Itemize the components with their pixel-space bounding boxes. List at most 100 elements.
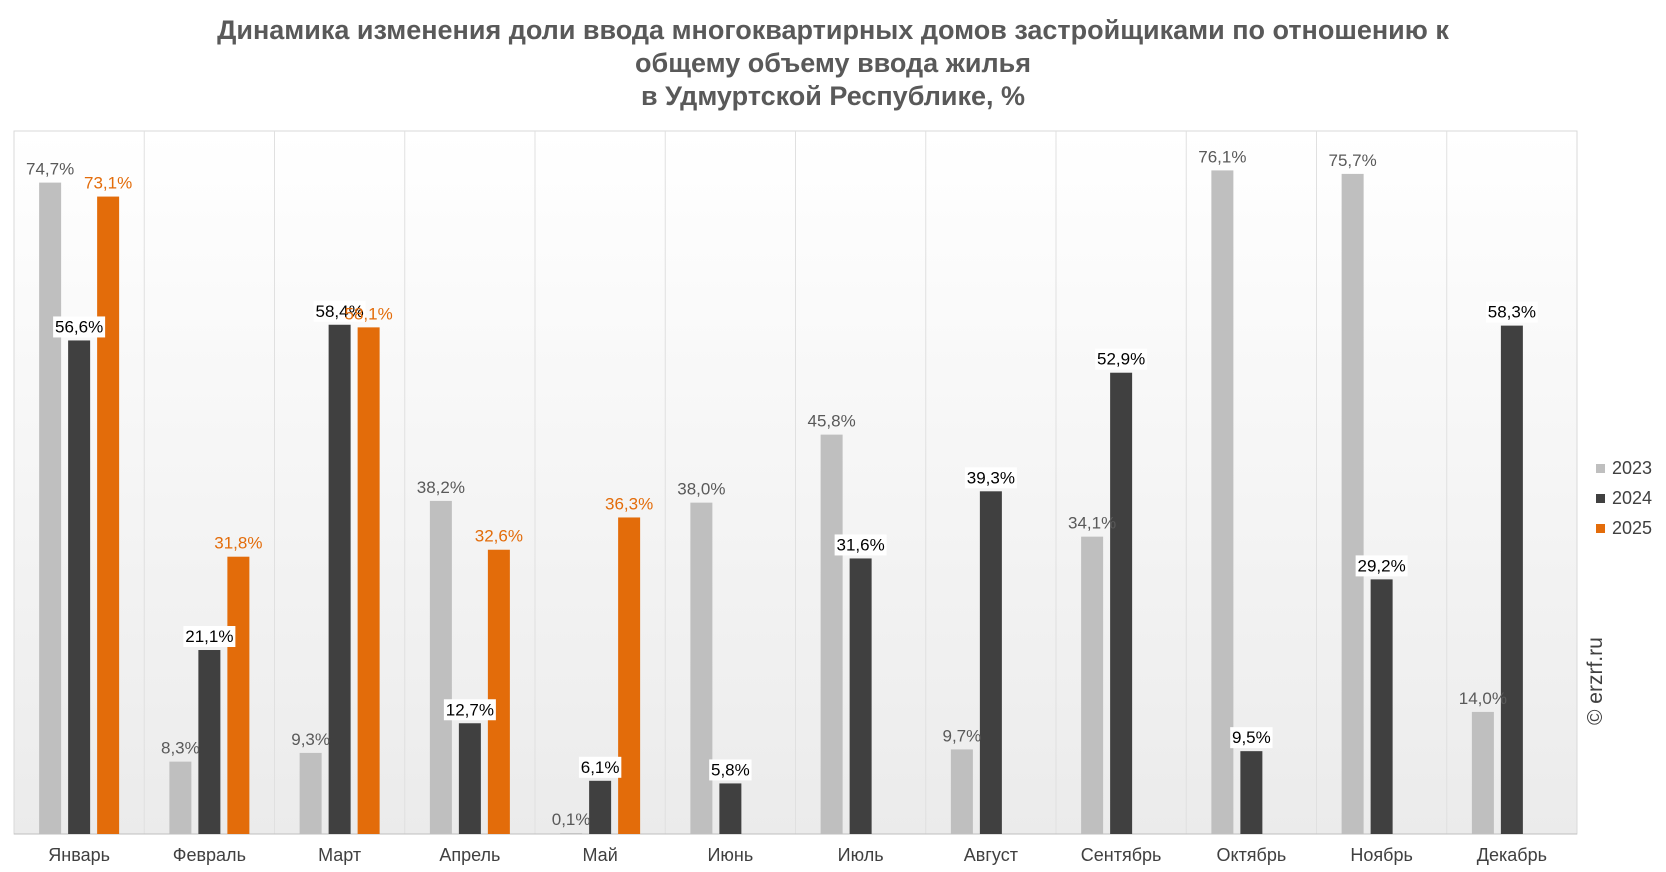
data-label: 74,7% [26,160,74,179]
bar-2024-4 [589,780,612,834]
bar-2023-4 [560,833,583,834]
data-label: 76,1% [1198,147,1246,166]
x-tick-label: Февраль [173,845,246,865]
data-label: 9,7% [943,726,982,745]
legend: 2023 2024 2025 [1596,453,1652,543]
data-label: 9,3% [291,730,330,749]
bar-2024-5 [719,783,742,834]
bar-2025-2 [357,327,380,834]
data-label: 32,6% [475,527,523,546]
bar-2025-4 [618,517,641,834]
data-label: 9,5% [1232,728,1271,747]
bar-2024-0 [68,340,91,834]
data-label: 5,8% [711,760,750,779]
data-label: 34,1% [1068,514,1116,533]
legend-item-2023: 2023 [1596,453,1652,483]
data-label: 39,3% [967,468,1015,487]
data-label: 73,1% [84,174,132,193]
x-tick-label: Декабрь [1477,845,1547,865]
data-label-bg [964,467,1017,489]
x-tick-label: Август [964,845,1018,865]
bar-2024-8 [1110,372,1133,834]
data-label: 31,8% [214,534,262,553]
data-label-bg [53,316,106,338]
bar-2023-2 [299,752,322,834]
data-label-bg [1230,727,1273,749]
bar-2023-10 [1341,173,1364,834]
data-label-bg [834,534,887,556]
data-label-bg [578,756,622,778]
bar-2023-7 [950,749,973,834]
data-label: 75,7% [1329,151,1377,170]
data-label: 21,1% [185,627,233,646]
data-label: 38,2% [417,478,465,497]
x-tick-label: Сентябрь [1081,845,1162,865]
bar-2023-11 [1471,711,1494,834]
bar-2023-9 [1211,170,1234,834]
data-label-bg [443,699,496,721]
legend-label-2023: 2023 [1612,457,1653,478]
x-tick-label: Ноябрь [1350,845,1412,865]
data-label: 58,3% [1488,303,1536,322]
x-tick-label: Июнь [707,845,753,865]
watermark: © erzrf.ru [1584,637,1607,725]
data-label-bg [1485,301,1538,323]
chart-title-line-2: общему объему ввода жилья [635,48,1031,78]
data-label: 45,8% [808,412,856,431]
chart-title-line-3: в Удмуртской Республике, % [640,81,1025,111]
bar-2024-10 [1370,579,1393,834]
chart-title-line-1: Динамика изменения доли ввода многокварт… [217,15,1449,45]
data-label: 38,0% [677,480,725,499]
legend-item-2025: 2025 [1596,513,1652,543]
bar-2023-5 [690,502,713,834]
bar-2023-8 [1081,536,1104,834]
bar-2025-0 [97,196,120,834]
bar-2023-6 [820,434,843,834]
bar-2024-11 [1500,325,1523,834]
data-label: 31,6% [837,535,885,554]
x-tick-label: Июль [838,845,884,865]
x-tick-label: Январь [48,845,110,865]
bar-2024-1 [198,650,221,834]
data-label: 36,3% [605,494,653,513]
data-label: 0,1% [552,810,591,829]
data-label: 14,0% [1459,689,1507,708]
legend-swatch-2025 [1596,523,1605,533]
data-label-bg [183,626,236,648]
bar-2024-3 [458,723,481,834]
data-label-bg [313,300,366,322]
bar-2024-6 [849,558,872,834]
x-tick-label: Октябрь [1216,845,1286,865]
data-label: 56,6% [55,317,103,336]
legend-label-2024: 2024 [1612,487,1653,508]
data-labels: 74,7%56,6%73,1%8,3%21,1%31,8%9,3%58,4%58… [26,147,1538,829]
bar-2024-9 [1240,751,1263,834]
bar-2025-1 [227,556,250,834]
legend-label-2025: 2025 [1612,517,1653,538]
data-label: 52,9% [1097,350,1145,369]
x-tick-label: Апрель [439,845,500,865]
x-tick-label: Май [582,845,617,865]
data-label-bg [1095,348,1148,370]
bar-2024-7 [979,491,1002,834]
x-axis-tick-labels: Январь Февраль Март Апрель Май Июнь Июль Август… [48,845,1547,865]
data-label-bg [1355,555,1408,577]
bar-2023-1 [169,761,192,834]
bar-2025-3 [487,549,510,834]
data-label: 8,3% [161,739,200,758]
chart-title: Динамика изменения доли ввода многокварт… [0,14,1666,113]
data-label-bg [709,759,752,781]
data-label: 12,7% [446,700,494,719]
data-label: 58,1% [345,304,393,323]
bars [39,170,1523,835]
category-gridlines [14,131,1577,835]
data-label: 58,4% [316,302,364,321]
legend-item-2024: 2024 [1596,483,1652,513]
bar-2024-2 [328,324,351,834]
legend-swatch-2024 [1596,493,1605,503]
data-label: 6,1% [581,758,620,777]
data-label: 29,2% [1358,556,1406,575]
bar-2023-3 [429,500,452,834]
legend-swatch-2023 [1596,463,1605,473]
